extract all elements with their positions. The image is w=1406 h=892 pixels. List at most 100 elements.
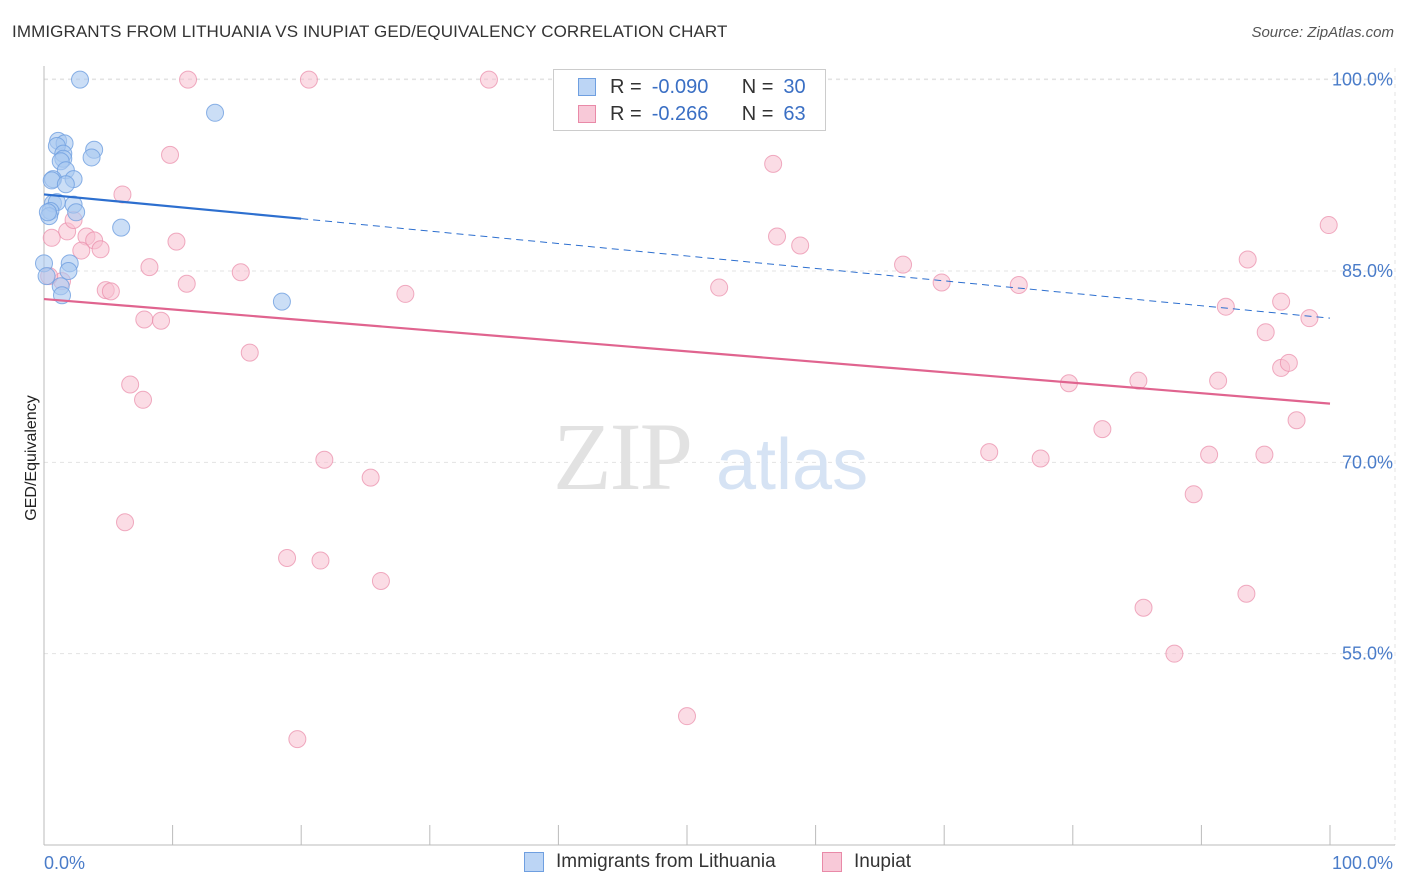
inupiat-point (1238, 250, 1257, 269)
lithuania-point (272, 292, 291, 311)
inupiat-point (91, 240, 110, 259)
trend-lines (43, 193, 1331, 405)
watermark-zip: ZIP (553, 403, 691, 510)
inupiat-point (42, 228, 61, 247)
inupiat-point (231, 263, 250, 282)
inupiat-point (1272, 292, 1291, 311)
legend-n-value: 30 (783, 75, 806, 98)
lithuania-point (37, 267, 56, 286)
inupiat-point (1255, 445, 1274, 464)
y-tick-label: 70.0% (1342, 452, 1393, 472)
y-tick-label: 100.0% (1332, 70, 1393, 90)
lithuania-point (56, 175, 75, 194)
inupiat-point (980, 443, 999, 462)
correlation-legend: R = -0.090 N = 30 R = -0.266 N = 63 (553, 69, 826, 131)
watermark-atlas: atlas (716, 425, 868, 505)
legend-row-inupiat: R = -0.266 N = 63 (578, 101, 806, 127)
inupiat-point (1165, 644, 1184, 663)
inupiat-point (764, 154, 783, 173)
lithuania-point (38, 203, 57, 222)
inupiat-point (768, 227, 787, 246)
inupiat-point (894, 255, 913, 274)
inupiat-point (121, 375, 140, 394)
inupiat-point (791, 236, 810, 255)
inupiat-point (116, 513, 135, 532)
series-legend: Immigrants from Lithuania Inupiat (0, 851, 1406, 877)
inupiat-point (1134, 598, 1153, 617)
inupiat-trend-line (43, 297, 1331, 405)
watermark: ZIP atlas (553, 403, 868, 510)
inupiat-point (113, 185, 132, 204)
inupiat-point (161, 145, 180, 164)
inupiat-point (135, 310, 154, 329)
x-tick-label: 0.0% (44, 853, 85, 873)
lithuania-trend-line (43, 193, 302, 220)
series-swatch-pink (822, 852, 842, 872)
inupiat-point (177, 274, 196, 293)
inupiat-point (167, 232, 186, 251)
inupiat-point (315, 450, 334, 469)
inupiat-point (288, 730, 307, 749)
series-legend-label: Inupiat (854, 851, 912, 872)
inupiat-points (40, 70, 1338, 749)
inupiat-point (1279, 353, 1298, 372)
legend-r-label: R = (610, 75, 642, 98)
axes (43, 66, 1395, 846)
y-axis-title: GED/Equivalency (23, 395, 40, 520)
inupiat-point (101, 282, 120, 301)
inupiat-point (1009, 276, 1028, 295)
legend-n-label: N = (741, 102, 774, 125)
inupiat-point (678, 707, 696, 726)
series-legend-inupiat: Inupiat (822, 851, 911, 873)
inupiat-point (1237, 584, 1256, 603)
chart-title: IMMIGRANTS FROM LITHUANIA VS INUPIAT GED… (12, 22, 728, 41)
inupiat-point (1129, 371, 1148, 390)
inupiat-point (1200, 445, 1219, 464)
lithuania-points (35, 70, 291, 311)
tick-labels: 100.0% 85.0% 70.0% 55.0% 0.0% 100.0% (44, 70, 1393, 873)
lithuania-point (71, 70, 90, 89)
inupiat-point (1287, 411, 1306, 430)
inupiat-point (1093, 420, 1112, 439)
inupiat-point (278, 548, 297, 567)
inupiat-point (1184, 485, 1203, 504)
inupiat-point (1319, 216, 1338, 235)
lithuania-point (82, 148, 101, 167)
inupiat-point (1031, 449, 1050, 468)
source-credit: Source: ZipAtlas.com (1251, 24, 1394, 41)
legend-swatch-blue (578, 78, 596, 96)
legend-n-value: 63 (783, 102, 806, 125)
x-tick-label: 100.0% (1332, 853, 1393, 873)
inupiat-point (396, 284, 415, 303)
inupiat-point (1256, 323, 1275, 342)
y-tick-label: 55.0% (1342, 644, 1393, 664)
lithuania-trend-extension (301, 218, 1331, 319)
legend-n-label: N = (741, 75, 774, 98)
series-legend-label: Immigrants from Lithuania (556, 851, 776, 872)
legend-row-lithuania: R = -0.090 N = 30 (578, 74, 806, 100)
inupiat-point (140, 258, 159, 277)
inupiat-point (311, 551, 330, 570)
lithuania-point (206, 103, 225, 122)
inupiat-point (1216, 297, 1235, 316)
inupiat-point (179, 70, 198, 89)
inupiat-point (240, 343, 259, 362)
inupiat-point (361, 468, 380, 487)
inupiat-point (152, 311, 171, 330)
lithuania-point (112, 218, 131, 237)
inupiat-point (299, 70, 318, 89)
inupiat-point (371, 571, 390, 590)
lithuania-point (59, 261, 78, 280)
legend-r-value: -0.090 (651, 75, 709, 98)
inupiat-point (479, 70, 498, 89)
legend-r-label: R = (610, 102, 642, 125)
lithuania-point (67, 203, 86, 222)
y-tick-label: 85.0% (1342, 261, 1393, 281)
inupiat-point (1300, 309, 1319, 328)
series-legend-lithuania: Immigrants from Lithuania (524, 851, 776, 873)
legend-r-value: -0.266 (651, 102, 709, 125)
inupiat-point (932, 273, 951, 292)
inupiat-point (1209, 371, 1228, 390)
legend-swatch-pink (578, 105, 596, 123)
